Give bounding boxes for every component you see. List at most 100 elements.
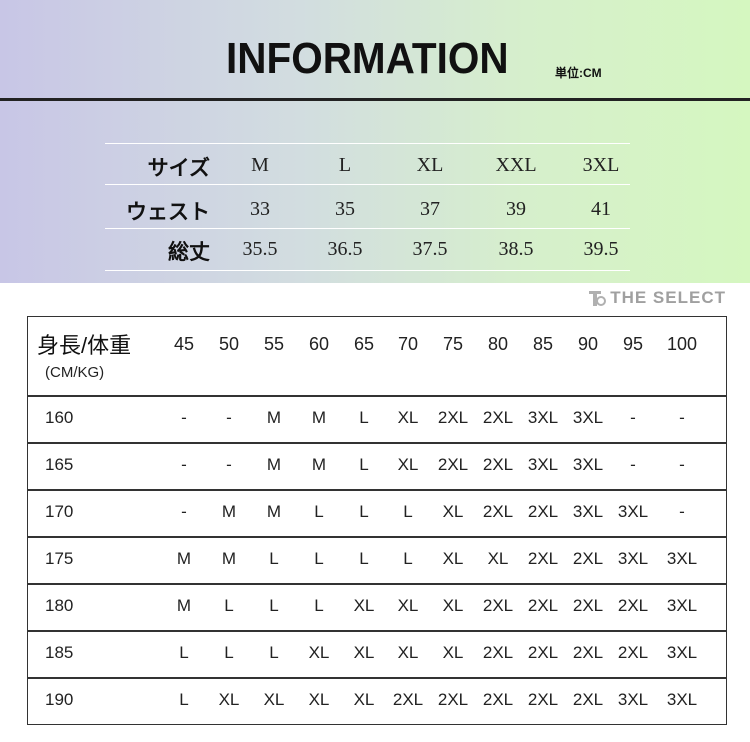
size-cell: XL — [416, 154, 444, 176]
row-height: 175 — [45, 549, 74, 568]
watermark-logo: THE SELECT — [588, 288, 726, 308]
fit-cell: L — [269, 596, 279, 615]
fit-cell: L — [224, 643, 234, 662]
fit-cell: M — [311, 408, 327, 427]
weight-header: 45 — [173, 334, 195, 354]
fit-cell: M — [266, 408, 282, 427]
row-height: 170 — [45, 502, 74, 521]
row-rule — [27, 536, 727, 538]
fit-cell: 2XL — [437, 408, 469, 427]
table-rule — [105, 228, 630, 229]
fit-cell: XL — [353, 596, 375, 615]
row-height: 190 — [45, 690, 74, 709]
fit-cell: - — [181, 408, 187, 427]
fit-cell: 3XL — [572, 455, 604, 474]
fit-cell: 2XL — [527, 502, 559, 521]
unit-label: 単位:CM — [555, 66, 602, 80]
fit-cell: M — [176, 549, 192, 568]
row-rule — [27, 630, 727, 632]
header-label: 身長/体重 — [37, 333, 132, 358]
table-rule — [105, 270, 630, 271]
fit-cell: 3XL — [617, 549, 649, 568]
fit-cell: - — [679, 502, 685, 521]
table-rule — [105, 184, 630, 185]
fit-cell: 2XL — [482, 455, 514, 474]
fit-cell: L — [359, 502, 369, 521]
fit-cell: M — [176, 596, 192, 615]
fit-cell: M — [221, 549, 237, 568]
fit-cell: L — [403, 502, 413, 521]
fit-cell: XL — [397, 455, 419, 474]
fit-cell: M — [266, 455, 282, 474]
fit-cell: XL — [397, 643, 419, 662]
weight-header: 50 — [218, 334, 240, 354]
fit-cell: L — [314, 596, 324, 615]
fit-cell: M — [311, 455, 327, 474]
size-cell: 3XL — [582, 154, 620, 176]
fit-cell: L — [269, 643, 279, 662]
row-rule — [27, 489, 727, 491]
fit-cell: 2XL — [482, 596, 514, 615]
fit-cell: 3XL — [527, 455, 559, 474]
fit-cell: XL — [218, 690, 240, 709]
weight-header: 70 — [397, 334, 419, 354]
size-cell: 35.5 — [242, 238, 278, 260]
fit-cell: 2XL — [617, 643, 649, 662]
fit-cell: L — [359, 408, 369, 427]
fit-cell: XL — [442, 549, 464, 568]
size-row-label: ウェスト — [126, 201, 210, 224]
weight-header: 100 — [666, 334, 698, 354]
weight-header: 95 — [622, 334, 644, 354]
fit-cell: 3XL — [617, 690, 649, 709]
size-cell: 37.5 — [412, 238, 448, 260]
fit-cell: M — [266, 502, 282, 521]
row-height: 180 — [45, 596, 74, 615]
fit-cell: 2XL — [527, 596, 559, 615]
fit-cell: L — [314, 549, 324, 568]
size-cell: 35 — [335, 198, 355, 220]
fit-cell: - — [630, 408, 636, 427]
fit-cell: 2XL — [482, 643, 514, 662]
size-cell: 41 — [591, 198, 611, 220]
fit-cell: XL — [308, 643, 330, 662]
fit-cell: 3XL — [666, 596, 698, 615]
fit-cell: L — [179, 643, 189, 662]
fit-cell: XL — [442, 643, 464, 662]
fit-cell: XL — [487, 549, 509, 568]
size-cell: M — [251, 154, 269, 176]
fit-cell: L — [269, 549, 279, 568]
weight-header: 80 — [487, 334, 509, 354]
watermark-text: THE SELECT — [610, 288, 726, 307]
fit-cell: 2XL — [527, 549, 559, 568]
weight-header: 60 — [308, 334, 330, 354]
fit-cell: L — [359, 455, 369, 474]
row-height: 160 — [45, 408, 74, 427]
weight-header: 75 — [442, 334, 464, 354]
fit-cell: 2XL — [572, 549, 604, 568]
fit-cell: L — [224, 596, 234, 615]
fit-cell: 2XL — [482, 502, 514, 521]
fit-cell: 2XL — [572, 596, 604, 615]
weight-header: 65 — [353, 334, 375, 354]
fit-cell: - — [226, 408, 232, 427]
row-height: 185 — [45, 643, 74, 662]
row-rule — [27, 677, 727, 679]
page-title: INFORMATION — [226, 34, 509, 83]
fit-cell: XL — [308, 690, 330, 709]
size-row-label: 総丈 — [168, 241, 210, 264]
fit-cell: - — [226, 455, 232, 474]
fit-cell: - — [181, 455, 187, 474]
weight-header: 90 — [577, 334, 599, 354]
fit-table — [27, 316, 727, 725]
divider — [0, 98, 750, 101]
fit-cell: 2XL — [572, 643, 604, 662]
size-cell: 38.5 — [498, 238, 534, 260]
size-row-label: サイズ — [147, 157, 210, 180]
table-rule — [105, 143, 630, 144]
fit-cell: 2XL — [392, 690, 424, 709]
fit-cell: XL — [442, 502, 464, 521]
size-cell: 39.5 — [583, 238, 619, 260]
fit-cell: XL — [442, 596, 464, 615]
fit-cell: XL — [263, 690, 285, 709]
row-height: 165 — [45, 455, 74, 474]
